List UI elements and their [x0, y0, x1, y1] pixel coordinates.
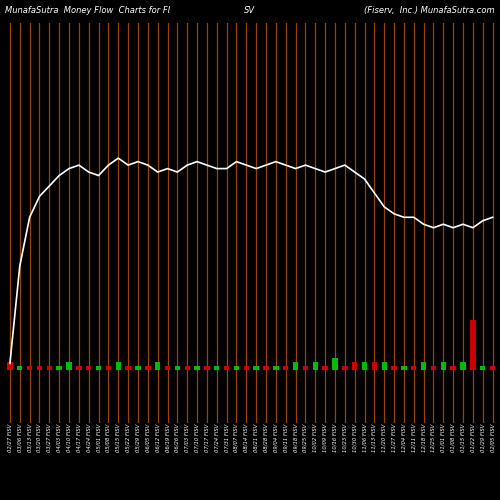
Bar — [56, 366, 62, 370]
Bar — [224, 366, 230, 370]
Bar — [244, 366, 249, 370]
Bar — [165, 366, 170, 370]
Text: MunafaSutra  Money Flow  Charts for FI: MunafaSutra Money Flow Charts for FI — [5, 6, 170, 15]
Bar — [450, 366, 456, 370]
Bar — [204, 366, 210, 370]
Bar — [234, 366, 239, 370]
Bar — [86, 366, 92, 370]
Bar — [273, 366, 278, 370]
Bar — [7, 362, 12, 370]
Bar — [106, 366, 111, 370]
Bar — [76, 366, 82, 370]
Bar — [37, 366, 42, 370]
Bar — [155, 362, 160, 370]
Bar — [194, 366, 200, 370]
Bar — [254, 366, 259, 370]
Bar — [322, 366, 328, 370]
Bar — [470, 320, 476, 370]
Bar — [460, 362, 466, 370]
Bar — [136, 366, 140, 370]
Bar — [411, 366, 416, 370]
Bar — [401, 366, 406, 370]
Bar — [96, 366, 102, 370]
Bar — [352, 362, 358, 370]
Bar — [184, 366, 190, 370]
Text: SV: SV — [244, 6, 256, 15]
Bar — [116, 362, 121, 370]
Bar — [126, 366, 131, 370]
Bar — [66, 362, 71, 370]
Bar — [293, 362, 298, 370]
Bar — [214, 366, 220, 370]
Bar — [332, 358, 338, 370]
Bar — [362, 362, 367, 370]
Bar — [421, 362, 426, 370]
Bar — [312, 362, 318, 370]
Bar — [17, 366, 22, 370]
Bar — [46, 366, 52, 370]
Bar — [27, 366, 32, 370]
Bar — [283, 366, 288, 370]
Bar — [480, 366, 486, 370]
Bar — [431, 366, 436, 370]
Bar — [392, 366, 397, 370]
Bar — [490, 366, 496, 370]
Bar — [264, 366, 268, 370]
Bar — [302, 366, 308, 370]
Text: (Fiserv,  Inc.) MunafaSutra.com: (Fiserv, Inc.) MunafaSutra.com — [364, 6, 495, 15]
Bar — [440, 362, 446, 370]
Bar — [174, 366, 180, 370]
Bar — [145, 366, 150, 370]
Bar — [342, 366, 347, 370]
Bar — [372, 362, 377, 370]
Bar — [382, 362, 387, 370]
